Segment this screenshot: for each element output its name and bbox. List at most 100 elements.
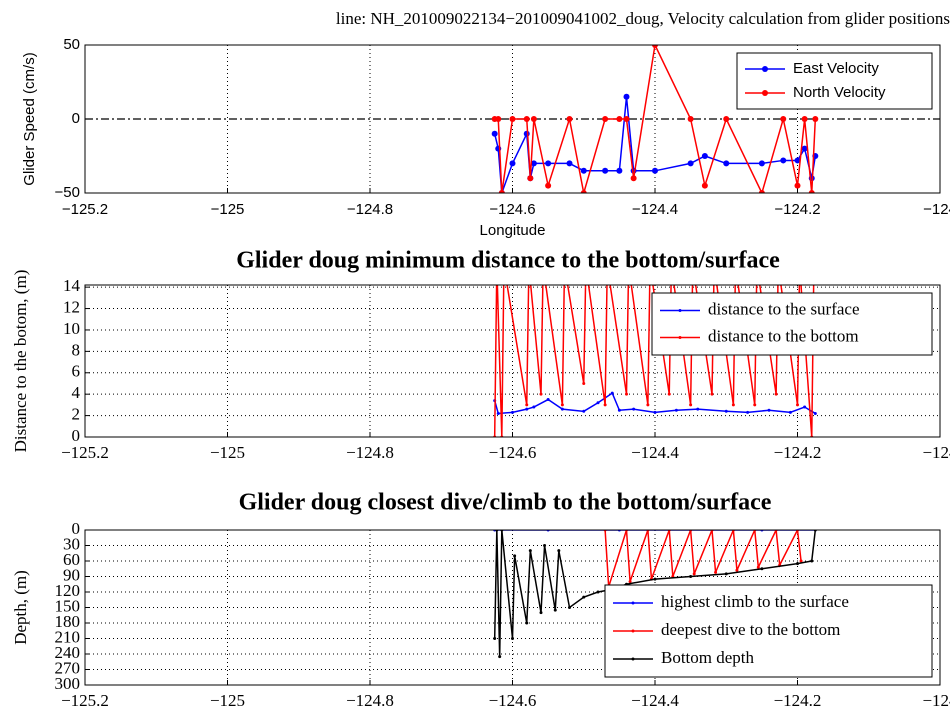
- point: [498, 190, 505, 193]
- y-tick-label: 12: [63, 297, 80, 316]
- point: [557, 549, 561, 553]
- point: [545, 160, 552, 167]
- point: [493, 637, 497, 640]
- y-tick-label: 0: [72, 110, 80, 127]
- point: [667, 392, 671, 396]
- point: [801, 116, 808, 122]
- point: [617, 408, 621, 412]
- point: [509, 116, 516, 122]
- x-tick-label: −124.2: [774, 201, 820, 218]
- x-tick-label: −125: [211, 201, 245, 218]
- point: [723, 160, 730, 167]
- point: [582, 409, 586, 413]
- point: [758, 160, 765, 167]
- y-tick-label: 120: [55, 581, 81, 600]
- point: [794, 182, 801, 189]
- legend-marker: [678, 309, 682, 312]
- y-tick-label: 30: [63, 534, 80, 553]
- point: [582, 381, 586, 385]
- plot-frame: [84, 529, 941, 686]
- point: [539, 392, 543, 396]
- point: [689, 403, 693, 407]
- point: [723, 116, 730, 122]
- point: [813, 411, 817, 415]
- x-tick-label: −125.2: [61, 691, 109, 710]
- point: [798, 264, 801, 267]
- y-tick-label: 210: [55, 627, 81, 646]
- point: [610, 391, 614, 395]
- point: [687, 160, 694, 167]
- x-tick-label: −125.2: [62, 201, 108, 218]
- x-tick-label: −125.2: [61, 443, 109, 462]
- point: [646, 403, 650, 407]
- y-axis-label: Distance to the botom, (m): [11, 270, 30, 453]
- y-axis-label: Depth, (m): [11, 570, 30, 645]
- point: [602, 116, 609, 122]
- point: [523, 130, 530, 137]
- legend-label: deepest dive to the bottom: [661, 620, 840, 639]
- point: [812, 116, 819, 122]
- point: [532, 405, 536, 409]
- point: [560, 407, 564, 411]
- x-tick-label: −124.4: [631, 443, 679, 462]
- y-tick-label: 150: [55, 596, 81, 615]
- point: [546, 398, 550, 402]
- y-tick-label: 180: [55, 612, 81, 631]
- x-tick-label: −124.2: [774, 443, 822, 462]
- legend-marker: [678, 336, 682, 339]
- point: [758, 190, 765, 193]
- point: [710, 392, 714, 396]
- point: [602, 167, 609, 174]
- legend-label: distance to the surface: [708, 299, 860, 318]
- point: [596, 590, 600, 594]
- legend-box: [736, 52, 933, 110]
- point: [724, 409, 728, 413]
- legend-marker: [631, 601, 635, 605]
- x-tick-label: −124.4: [631, 691, 679, 710]
- legend-label: Bottom depth: [661, 648, 755, 667]
- point: [509, 160, 516, 167]
- point: [780, 157, 787, 164]
- point: [756, 565, 760, 569]
- point: [796, 562, 799, 566]
- chart-title: Glider doug minimum distance to the bott…: [236, 248, 780, 274]
- legend-box: [604, 584, 933, 678]
- point: [528, 549, 532, 553]
- point: [530, 160, 537, 167]
- point: [687, 116, 694, 122]
- point: [530, 116, 537, 122]
- y-tick-label: 300: [55, 674, 81, 693]
- point: [652, 167, 658, 174]
- point: [696, 407, 700, 411]
- y-tick-label: 270: [55, 658, 81, 677]
- legend-box: [651, 292, 933, 356]
- point: [560, 403, 564, 407]
- point: [652, 45, 658, 48]
- point: [799, 559, 803, 563]
- point: [753, 403, 757, 407]
- point: [628, 580, 632, 584]
- point: [623, 93, 630, 100]
- point: [545, 182, 552, 189]
- point: [525, 621, 529, 625]
- point: [525, 403, 529, 407]
- point: [653, 577, 657, 581]
- point: [794, 157, 801, 164]
- point: [808, 190, 815, 193]
- point: [527, 175, 534, 182]
- point: [539, 611, 543, 615]
- point: [580, 167, 587, 174]
- x-tick-label: −124.8: [347, 201, 393, 218]
- y-tick-label: 240: [55, 643, 81, 662]
- point: [653, 410, 657, 414]
- y-tick-label: 0: [72, 519, 81, 538]
- point: [701, 182, 708, 189]
- point: [632, 407, 636, 411]
- point: [760, 567, 764, 571]
- y-tick-label: 50: [63, 36, 80, 53]
- x-tick-label: −124.4: [632, 201, 678, 218]
- series-line: [604, 530, 802, 588]
- y-tick-label: 6: [72, 362, 81, 381]
- point: [616, 167, 623, 174]
